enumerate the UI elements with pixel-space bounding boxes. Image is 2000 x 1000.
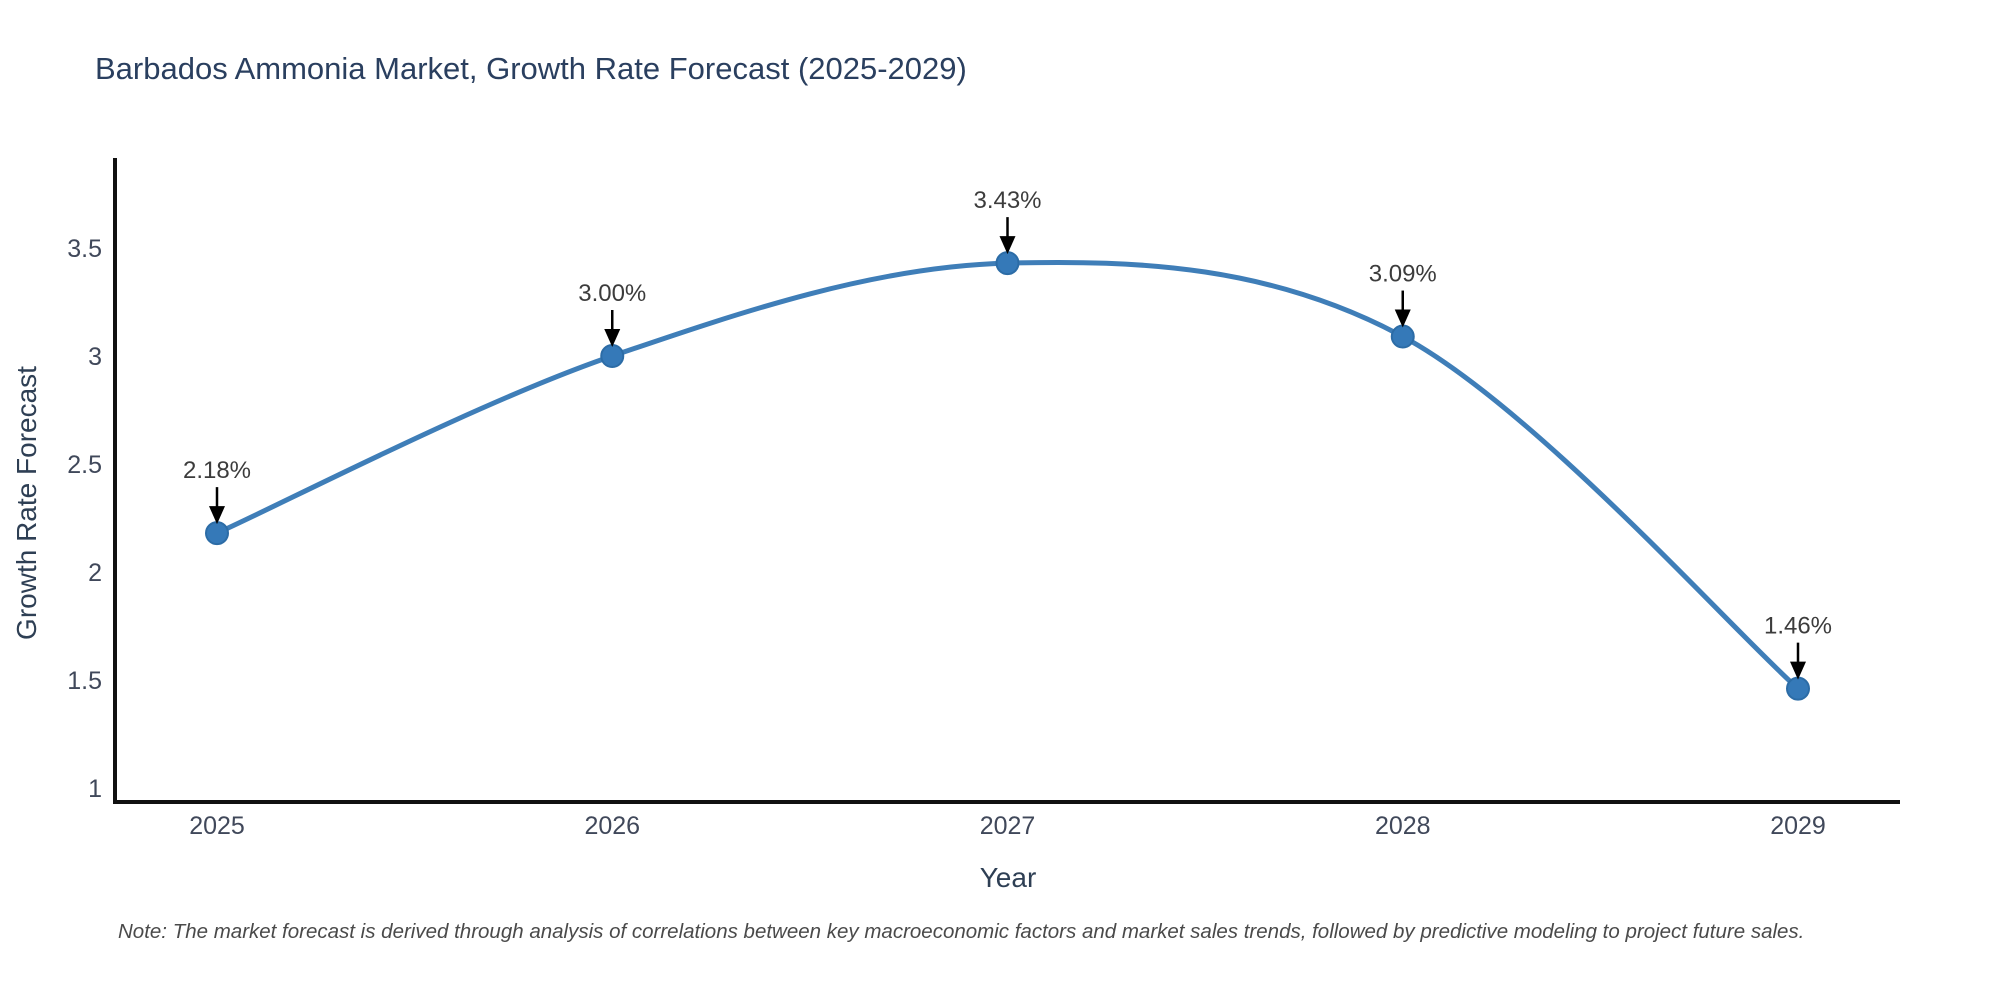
y-tick-label: 2 <box>88 559 102 587</box>
chart-title: Barbados Ammonia Market, Growth Rate For… <box>95 51 967 86</box>
y-tick-label: 2.5 <box>67 451 102 479</box>
x-tick-label: 2026 <box>584 812 640 840</box>
data-point-label: 1.46% <box>1764 613 1832 640</box>
x-axis-title: Year <box>980 862 1037 893</box>
annotation-arrow-head-icon <box>604 329 621 347</box>
data-point-marker <box>995 251 1020 276</box>
data-point-marker <box>1390 324 1415 349</box>
x-tick-label: 2027 <box>980 812 1036 840</box>
chart-footnote: Note: The market forecast is derived thr… <box>118 920 1804 943</box>
data-point-marker <box>1786 676 1810 701</box>
y-tick-label: 1.5 <box>67 667 102 695</box>
plot-area: 1 1.5 2 2.5 3 3.5 2025 2026 2027 2028 2029 2.18% 3.0… <box>67 187 1832 840</box>
y-tick-label: 3.5 <box>67 235 102 263</box>
annotation-arrow-head-icon <box>209 506 225 525</box>
y-axis-title: Growth Rate Forecast <box>11 366 42 640</box>
y-tick-label: 1 <box>88 775 102 803</box>
x-tick-label: 2025 <box>189 812 245 840</box>
x-tick-label: 2029 <box>1770 812 1826 840</box>
data-point-marker <box>205 521 229 546</box>
annotation-arrow-head-icon <box>999 236 1016 255</box>
annotation-arrow-head-icon <box>1790 661 1806 680</box>
data-point-label: 2.18% <box>183 457 251 484</box>
data-point-label: 3.00% <box>578 280 646 307</box>
data-point-label: 3.09% <box>1369 261 1437 288</box>
y-tick-label: 3 <box>88 343 102 371</box>
forecast-line <box>214 259 1801 692</box>
data-point-label: 3.43% <box>973 187 1041 214</box>
annotation-arrow-head-icon <box>1394 309 1411 328</box>
x-tick-label: 2028 <box>1375 812 1431 840</box>
data-point-marker <box>600 344 625 368</box>
